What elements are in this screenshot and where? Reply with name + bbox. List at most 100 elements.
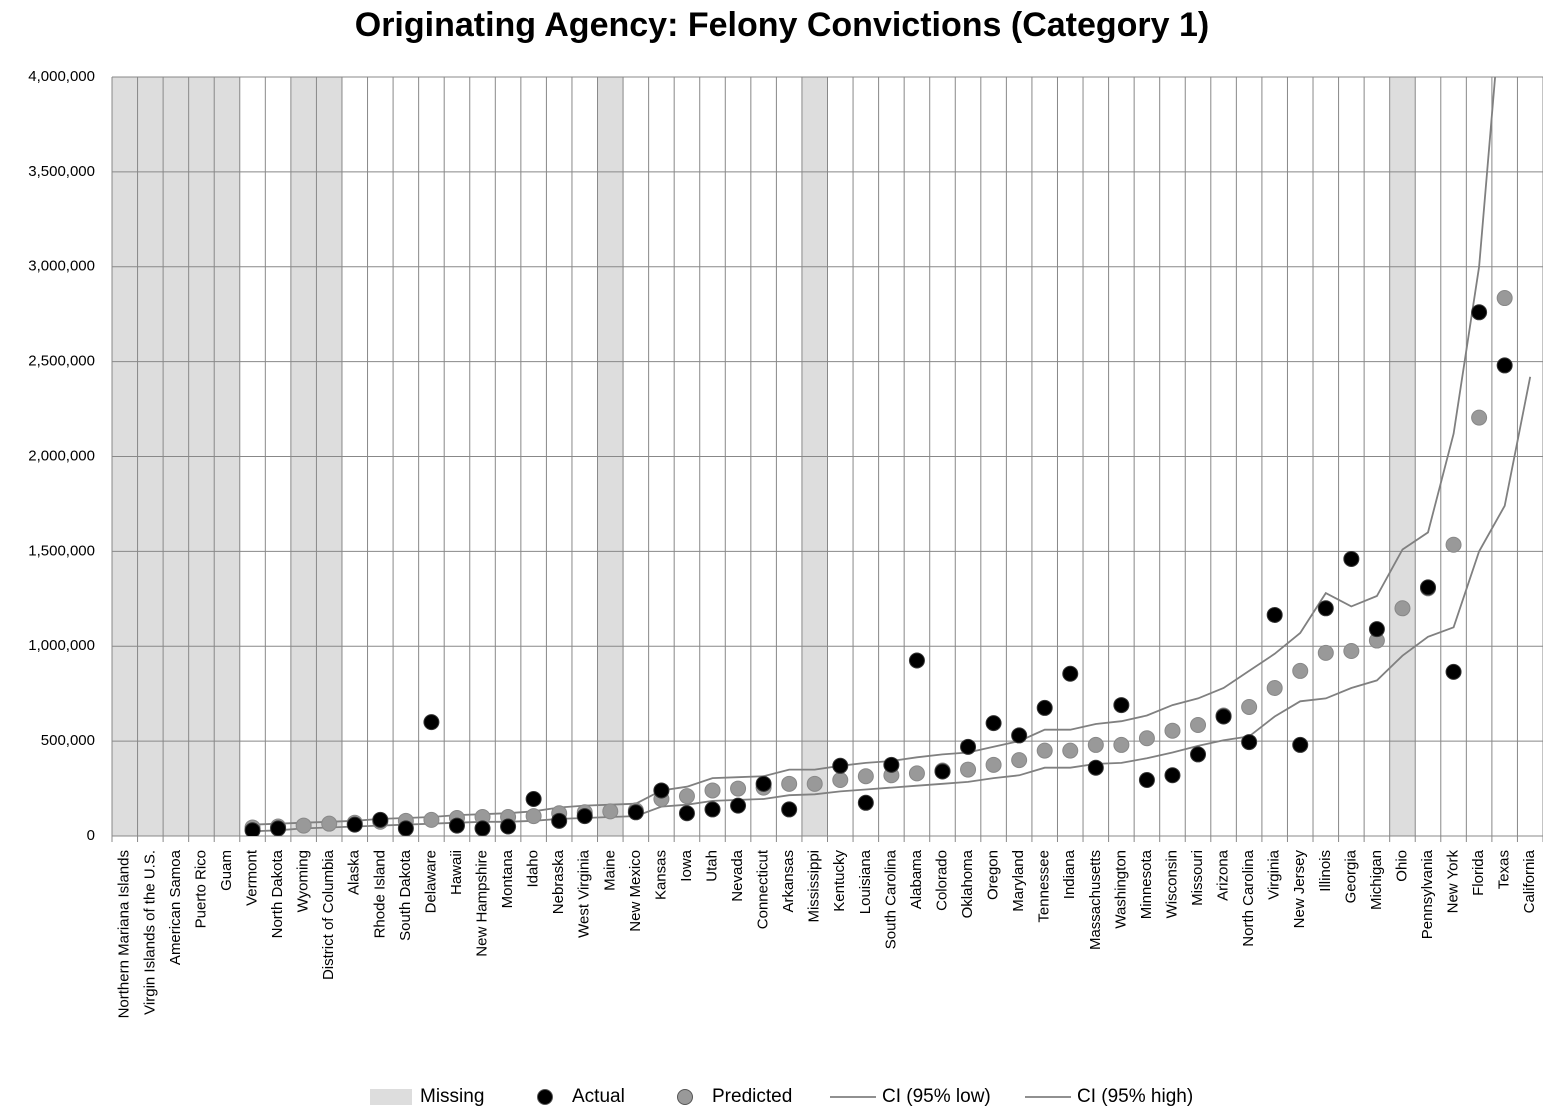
legend-label: Predicted bbox=[712, 1086, 792, 1107]
marker bbox=[1292, 736, 1309, 753]
legend-swatch bbox=[370, 1089, 412, 1105]
plot-area bbox=[244, 77, 1532, 836]
x-tick-label: North Carolina bbox=[1240, 849, 1257, 946]
y-tick-label: 1,000,000 bbox=[28, 637, 95, 654]
x-tick-label: Indiana bbox=[1061, 849, 1078, 899]
x-tick-label: District of Columbia bbox=[320, 849, 337, 980]
x-tick-label: Puerto Rico bbox=[192, 850, 209, 928]
marker bbox=[678, 788, 695, 805]
marker bbox=[423, 714, 440, 731]
marker bbox=[730, 797, 747, 814]
legend-label: Actual bbox=[572, 1086, 625, 1107]
y-tick-label: 3,000,000 bbox=[28, 258, 95, 275]
marker bbox=[1138, 730, 1155, 747]
x-tick-label: South Dakota bbox=[397, 849, 414, 941]
marker bbox=[1164, 767, 1181, 784]
marker bbox=[653, 782, 670, 799]
marker bbox=[832, 757, 849, 774]
x-tick-label: Virginia bbox=[1266, 849, 1283, 899]
marker bbox=[576, 808, 593, 825]
x-tick-label: Utah bbox=[703, 850, 720, 882]
marker bbox=[1471, 409, 1488, 426]
x-tick-label: Vermont bbox=[244, 849, 261, 906]
marker bbox=[1190, 716, 1207, 733]
x-tick-label: Alabama bbox=[908, 849, 925, 909]
marker bbox=[1445, 663, 1462, 680]
x-tick-label: Kansas bbox=[652, 850, 669, 900]
legend-label: CI (95% high) bbox=[1077, 1086, 1193, 1107]
x-tick-label: Oregon bbox=[985, 850, 1002, 900]
marker bbox=[730, 780, 747, 797]
legend-label: CI (95% low) bbox=[882, 1086, 991, 1107]
marker bbox=[525, 790, 542, 807]
x-tick-label: Maryland bbox=[1010, 850, 1027, 912]
marker bbox=[500, 818, 517, 835]
marker bbox=[1317, 600, 1334, 617]
marker bbox=[704, 782, 721, 799]
x-tick-label: Wyoming bbox=[295, 850, 312, 912]
marker bbox=[1011, 752, 1028, 769]
marker bbox=[908, 765, 925, 782]
x-tick-label: Delaware bbox=[422, 850, 439, 913]
marker bbox=[1011, 727, 1028, 744]
marker bbox=[244, 822, 261, 836]
x-tick-label: Louisiana bbox=[857, 849, 874, 914]
x-tick-label: Nebraska bbox=[550, 849, 567, 914]
x-tick-label: Wisconsin bbox=[1163, 850, 1180, 918]
marker bbox=[525, 808, 542, 825]
x-tick-label: Arizona bbox=[1215, 849, 1232, 901]
y-tick-label: 0 bbox=[87, 827, 95, 844]
x-tick-label: California bbox=[1521, 849, 1538, 913]
y-tick-label: 1,500,000 bbox=[28, 542, 95, 559]
x-tick-label: Northern Mariana Islands bbox=[116, 850, 133, 1018]
x-tick-label: Tennessee bbox=[1036, 850, 1053, 923]
x-tick-label: Arkansas bbox=[780, 850, 797, 913]
marker bbox=[551, 812, 568, 829]
x-tick-label: Georgia bbox=[1342, 849, 1359, 903]
x-tick-label: Iowa bbox=[678, 849, 695, 881]
x-tick-label: Mississippi bbox=[806, 850, 823, 923]
x-tick-label: Colorado bbox=[933, 850, 950, 911]
x-tick-label: Washington bbox=[1112, 850, 1129, 929]
y-tick-label: 3,500,000 bbox=[28, 163, 95, 180]
x-tick-label: Virgin Islands of the U.S. bbox=[141, 850, 158, 1015]
marker bbox=[627, 804, 644, 821]
x-tick-label: Michigan bbox=[1368, 850, 1385, 910]
x-tick-label: New Jersey bbox=[1291, 850, 1308, 929]
x-tick-label: Maine bbox=[601, 850, 618, 891]
x-tick-label: Texas bbox=[1496, 850, 1513, 889]
marker bbox=[704, 801, 721, 818]
marker bbox=[781, 775, 798, 792]
x-tick-label: Kentucky bbox=[831, 850, 848, 912]
x-tick-label: Nevada bbox=[729, 849, 746, 901]
ci-line bbox=[252, 376, 1532, 833]
marker bbox=[1343, 642, 1360, 659]
marker bbox=[1292, 662, 1309, 679]
marker bbox=[423, 811, 440, 828]
x-tick-label: Montana bbox=[499, 849, 516, 908]
marker bbox=[1087, 759, 1104, 776]
marker bbox=[1036, 742, 1053, 759]
legend-swatch bbox=[677, 1089, 693, 1105]
x-tick-label: Illinois bbox=[1317, 850, 1334, 892]
marker bbox=[985, 715, 1002, 732]
x-tick-label: New Mexico bbox=[627, 850, 644, 932]
marker bbox=[1164, 722, 1181, 739]
chart-title: Originating Agency: Felony Convictions (… bbox=[355, 6, 1210, 44]
x-tick-label: Massachusetts bbox=[1087, 850, 1104, 950]
marker bbox=[1496, 290, 1513, 307]
x-tick-label: West Virginia bbox=[576, 849, 593, 937]
marker bbox=[448, 817, 465, 834]
marker bbox=[1036, 699, 1053, 716]
marker bbox=[372, 811, 389, 828]
x-tick-label: Guam bbox=[218, 850, 235, 891]
marker bbox=[1317, 644, 1334, 661]
marker bbox=[960, 761, 977, 778]
marker bbox=[1241, 734, 1258, 751]
marker bbox=[781, 801, 798, 818]
marker bbox=[1062, 742, 1079, 759]
marker bbox=[602, 803, 619, 820]
x-tick-label: South Carolina bbox=[882, 849, 899, 949]
marker bbox=[755, 775, 772, 792]
